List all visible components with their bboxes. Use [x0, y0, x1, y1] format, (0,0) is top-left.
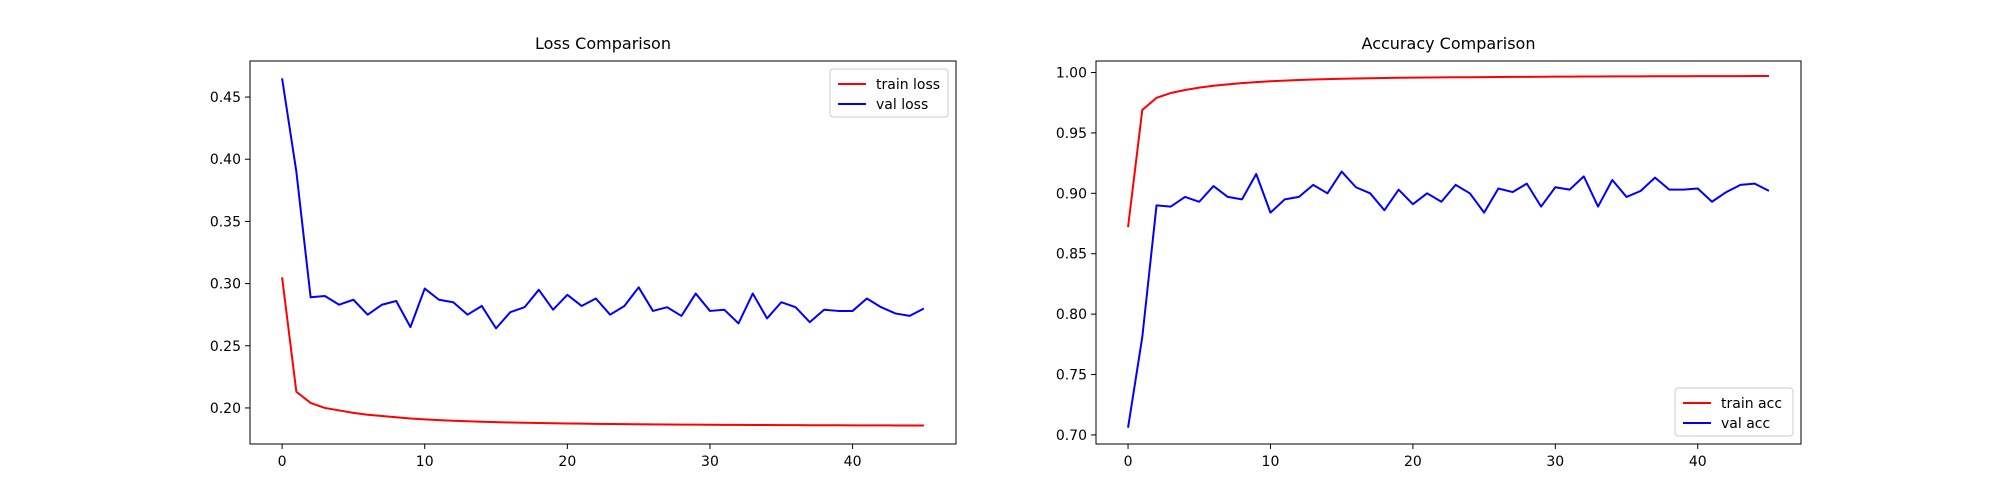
- chart-0: Loss Comparison 0 10 20 30 40 0.20 0.25 0.30 0.35…: [210, 34, 957, 470]
- x-tick-label: 40: [1689, 454, 1707, 470]
- x-tick-label: 0: [278, 454, 287, 470]
- y-tick-label: 0.25: [210, 339, 241, 355]
- legend-label: val acc: [1721, 416, 1770, 432]
- legend: train acc val acc: [1674, 387, 1794, 437]
- y-tick-label: 1.00: [1056, 65, 1087, 81]
- y-tick-label: 0.70: [1056, 428, 1087, 444]
- y-tick-label: 0.20: [210, 401, 241, 417]
- x-tick-label: 40: [844, 454, 862, 470]
- series-line-val-loss: [281, 78, 925, 330]
- y-tick-label: 0.85: [1056, 247, 1087, 263]
- y-tick-label: 0.30: [210, 277, 241, 293]
- x-tick-label: 30: [701, 454, 719, 470]
- y-tick-label: 0.35: [210, 214, 241, 230]
- legend: train loss val loss: [829, 68, 949, 118]
- chart-1: Accuracy Comparison 0 10 20 30 40 0.70 0.75 0.80…: [1056, 34, 1802, 470]
- axes-frame: [1095, 60, 1802, 445]
- chart-title: Accuracy Comparison: [1362, 34, 1536, 53]
- x-tick-label: 30: [1546, 454, 1564, 470]
- x-tick-label: 20: [558, 454, 576, 470]
- series-line-val-acc: [1127, 170, 1770, 428]
- chart-title: Loss Comparison: [535, 34, 671, 53]
- y-tick-label: 0.90: [1056, 186, 1087, 202]
- series-line-train-acc: [1127, 74, 1769, 228]
- axes-frame: [249, 60, 957, 445]
- legend-label: train acc: [1721, 396, 1782, 412]
- legend-label: train loss: [876, 77, 940, 93]
- legend-label: val loss: [876, 97, 928, 113]
- x-tick-label: 10: [416, 454, 434, 470]
- x-tick-label: 0: [1124, 454, 1133, 470]
- y-tick-label: 0.95: [1056, 126, 1087, 142]
- y-tick-label: 0.40: [210, 152, 241, 168]
- series-line-train-loss: [281, 277, 924, 427]
- x-tick-label: 20: [1404, 454, 1422, 470]
- y-tick-label: 0.80: [1056, 307, 1087, 323]
- x-tick-label: 10: [1262, 454, 1280, 470]
- y-tick-label: 0.75: [1056, 368, 1087, 384]
- y-tick-label: 0.45: [210, 90, 241, 106]
